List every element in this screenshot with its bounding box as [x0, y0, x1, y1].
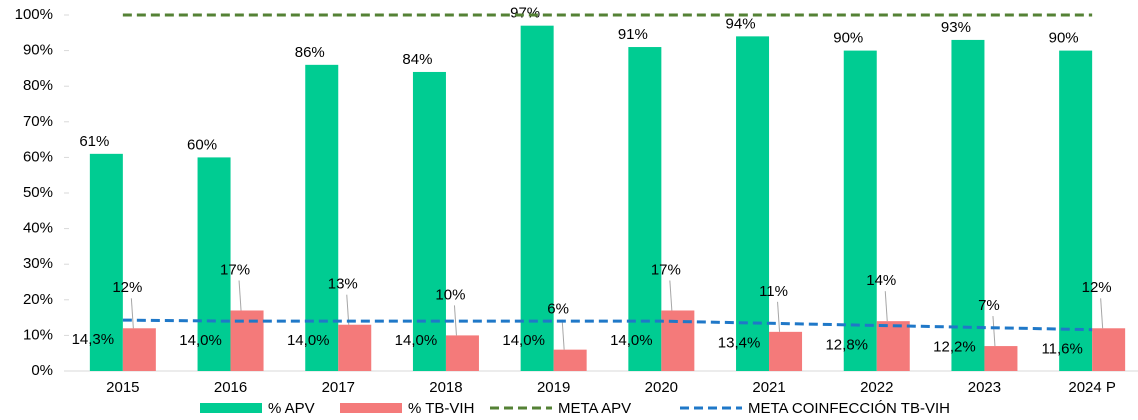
data-label: 61% — [79, 133, 109, 150]
y-tick-label: 20% — [23, 291, 53, 308]
data-label: 93% — [941, 19, 971, 36]
data-label: 12% — [1082, 279, 1112, 296]
bar — [445, 335, 479, 371]
leader-line — [992, 316, 996, 347]
bar — [628, 47, 662, 371]
data-label: 14,0% — [179, 332, 222, 349]
data-label: 14,0% — [502, 332, 545, 349]
y-tick-label: 0% — [31, 362, 53, 379]
x-tick-label: 2024 P — [1068, 379, 1116, 396]
line — [122, 318, 1093, 332]
data-label: 12,8% — [825, 336, 868, 353]
leader-line — [453, 305, 457, 336]
data-label: 6% — [547, 301, 569, 318]
data-label: 10% — [435, 286, 465, 303]
bar — [230, 310, 264, 371]
x-tick-label: 2019 — [537, 379, 570, 396]
data-label: 17% — [220, 261, 250, 278]
data-label: 12% — [112, 279, 142, 296]
x-tick-label: 2020 — [645, 379, 678, 396]
data-label: 60% — [187, 136, 217, 153]
data-label: 14,0% — [610, 332, 653, 349]
legend-swatch — [340, 403, 402, 413]
data-label: 13% — [328, 276, 358, 293]
leader-line — [130, 298, 134, 329]
data-label: 90% — [1049, 30, 1079, 47]
leader-line — [884, 291, 888, 322]
x-tick-label: 2015 — [106, 379, 139, 396]
legend-label: % APV — [268, 400, 315, 417]
bar — [984, 346, 1018, 371]
data-label: 7% — [978, 297, 1000, 314]
x-tick-label: 2016 — [214, 379, 247, 396]
bar — [1092, 328, 1126, 371]
y-tick-label: 50% — [23, 184, 53, 201]
data-label: 14,0% — [395, 332, 438, 349]
data-label: 86% — [295, 44, 325, 61]
bar — [520, 25, 554, 372]
y-tick-label: 40% — [23, 220, 53, 237]
data-label: 14% — [866, 272, 896, 289]
data-label: 90% — [833, 30, 863, 47]
bar — [553, 349, 587, 371]
bar — [876, 321, 910, 371]
x-tick-label: 2018 — [429, 379, 462, 396]
legend-label: META COINFECCIÓN TB-VIH — [748, 400, 950, 417]
data-label: 91% — [618, 26, 648, 43]
bar — [736, 36, 770, 372]
x-tick-label: 2023 — [968, 379, 1001, 396]
data-label: 94% — [726, 15, 756, 32]
bar — [122, 328, 156, 371]
leader-line — [561, 319, 565, 350]
y-tick-label: 60% — [23, 148, 53, 165]
x-tick-label: 2022 — [860, 379, 893, 396]
bar — [197, 157, 231, 371]
data-label: 14,3% — [72, 331, 115, 348]
y-tick-label: 30% — [23, 255, 53, 272]
data-label: 11,6% — [1041, 341, 1082, 358]
bar — [89, 153, 123, 371]
leader-line — [777, 301, 781, 332]
bar — [661, 310, 695, 371]
data-label: 97% — [510, 5, 540, 22]
y-tick-label: 80% — [23, 77, 53, 94]
y-tick-label: 100% — [15, 6, 53, 23]
y-tick-label: 90% — [23, 42, 53, 59]
x-tick-label: 2017 — [322, 379, 355, 396]
bar — [305, 64, 339, 371]
y-tick-label: 10% — [23, 326, 53, 343]
bar — [412, 71, 446, 372]
data-label: 84% — [402, 51, 432, 68]
leader-line — [1100, 298, 1104, 329]
data-label: 13,4% — [718, 334, 761, 351]
leader-line — [669, 280, 673, 311]
x-tick-label: 2021 — [752, 379, 785, 396]
legend-swatch — [200, 403, 262, 413]
data-label: 11% — [759, 283, 788, 300]
bar — [843, 50, 877, 371]
bar — [951, 39, 985, 372]
data-label: 14,0% — [287, 332, 330, 349]
legend-label: % TB-VIH — [408, 400, 474, 417]
y-tick-label: 70% — [23, 113, 53, 130]
bar — [1059, 50, 1093, 371]
data-label: 12,2% — [933, 339, 976, 356]
bar — [769, 331, 803, 371]
bar — [338, 324, 372, 371]
legend-label: META APV — [558, 400, 631, 417]
data-label: 17% — [651, 261, 681, 278]
leader-line — [238, 280, 242, 311]
